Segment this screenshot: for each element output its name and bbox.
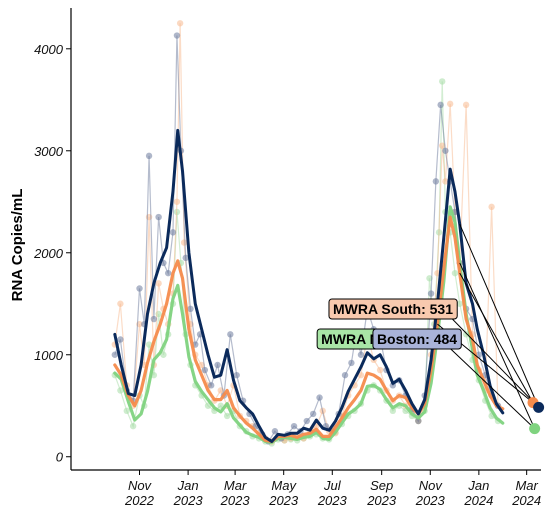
end-point-boston <box>533 401 545 413</box>
raw-point-boston <box>201 366 209 374</box>
raw-point-mwra-south <box>376 366 384 374</box>
leader-line-mwra-north <box>459 262 536 429</box>
raw-point-mwra-south <box>117 300 124 307</box>
leader-line-boston <box>459 224 540 408</box>
raw-point-mwra-south <box>198 361 205 369</box>
raw-point-boston <box>173 32 181 39</box>
raw-point-mwra-south <box>180 239 188 246</box>
callout-mwra-south-text: MWRA South: 531 <box>333 301 453 317</box>
raw-point-boston <box>271 428 279 435</box>
raw-point-mwra-north <box>223 412 231 420</box>
raw-point-boston <box>145 152 153 160</box>
raw-point-mwra-north <box>117 387 124 394</box>
raw-point-boston <box>437 101 444 109</box>
y-tick-label: 0 <box>56 450 64 465</box>
raw-point-mwra-north <box>462 331 470 338</box>
trend-line-mwra-south <box>113 215 505 444</box>
raw-point-boston <box>233 371 240 379</box>
raw-point-boston <box>214 361 221 369</box>
raw-point-mwra-south <box>357 371 365 379</box>
raw-point-boston <box>111 351 119 358</box>
raw-point-mwra-north <box>160 351 167 358</box>
x-tick-label-month: Jan <box>177 478 199 493</box>
raw-point-mwra-south <box>173 198 181 205</box>
raw-point-mwra-south <box>442 178 449 185</box>
raw-point-boston <box>316 394 323 401</box>
x-tick-label-year: 2023 <box>366 493 397 508</box>
end-point-mwra-north <box>529 423 541 435</box>
x-tick-label-month: Mar <box>224 478 247 493</box>
x-tick-label-year: 2023 <box>415 493 446 508</box>
raw-line-boston <box>114 35 499 443</box>
raw-point-mwra-south <box>155 280 162 287</box>
callout-mwra-south: MWRA South: 531 <box>328 298 458 320</box>
raw-point-boston <box>415 417 422 425</box>
callout-mwra-south-box <box>328 298 458 320</box>
raw-point-mwra-south <box>488 203 495 211</box>
raw-point-boston <box>442 147 449 154</box>
callout-boston-text: Boston: 484 <box>377 331 457 347</box>
raw-point-boston <box>357 351 365 358</box>
x-tick-label-year: 2023 <box>268 493 299 508</box>
y-tick-label: 2000 <box>33 246 64 261</box>
leader-line-mwra-south <box>459 272 534 403</box>
raw-point-boston <box>136 285 143 292</box>
raw-point-mwra-north <box>456 300 463 307</box>
raw-point-boston <box>303 417 310 425</box>
raw-point-boston <box>164 269 172 277</box>
raw-point-boston <box>187 305 194 313</box>
callout-boston: Boston: 484 <box>372 328 462 350</box>
raw-point-boston <box>341 371 349 379</box>
x-tick-label-year: 2024 <box>511 493 541 508</box>
x-tick-label-year: 2023 <box>173 493 204 508</box>
callout-boston-box <box>372 328 462 350</box>
y-tick-label: 4000 <box>34 42 64 57</box>
raw-point-boston <box>309 410 317 418</box>
raw-point-mwra-north <box>389 407 397 415</box>
x-tick-label-year: 2023 <box>317 493 348 508</box>
x-tick-label-month: Nov <box>419 478 444 493</box>
x-tick-label-year: 2023 <box>220 493 251 508</box>
axes: 01000200030004000Nov2022Jan2023Mar2023Ma… <box>33 8 541 508</box>
leader-line-mwra-north <box>437 336 535 429</box>
raw-point-boston <box>169 229 177 236</box>
raw-point-boston <box>208 382 215 389</box>
raw-point-mwra-south <box>446 100 454 108</box>
x-tick-label-month: Sep <box>370 478 393 493</box>
x-tick-label-year: 2024 <box>463 493 493 508</box>
raw-point-boston <box>348 359 355 367</box>
raw-point-boston <box>432 178 440 185</box>
raw-point-boston <box>182 254 189 262</box>
raw-point-boston <box>290 422 298 430</box>
x-tick-label-month: Nov <box>128 478 153 493</box>
leader-line-boston <box>437 303 539 408</box>
y-tick-label: 1000 <box>34 348 64 363</box>
raw-point-boston <box>117 336 124 343</box>
raw-point-mwra-south <box>439 142 446 149</box>
x-tick-label-month: Mar <box>515 478 538 493</box>
x-tick-label-month: Jul <box>323 478 342 493</box>
trend-line-boston <box>113 128 505 443</box>
y-axis-title: RNA Copies/mL <box>9 189 26 302</box>
raw-point-mwra-south <box>462 101 470 109</box>
raw-point-mwra-north <box>145 341 153 348</box>
raw-point-boston <box>150 315 158 323</box>
x-tick-label-month: May <box>271 478 297 493</box>
raw-point-mwra-north <box>451 269 459 277</box>
raw-point-mwra-north <box>129 422 137 430</box>
raw-point-mwra-south <box>176 20 184 27</box>
raw-point-boston <box>427 290 435 297</box>
x-tick-label-month: Jan <box>467 478 489 493</box>
raw-point-mwra-north <box>123 407 130 415</box>
raw-point-mwra-north <box>439 78 446 85</box>
trend-lines <box>113 128 545 445</box>
x-tick-label-year: 2022 <box>124 493 155 508</box>
raw-point-boston <box>155 213 162 221</box>
raw-point-boston <box>227 331 234 338</box>
y-tick-label: 3000 <box>34 144 64 159</box>
